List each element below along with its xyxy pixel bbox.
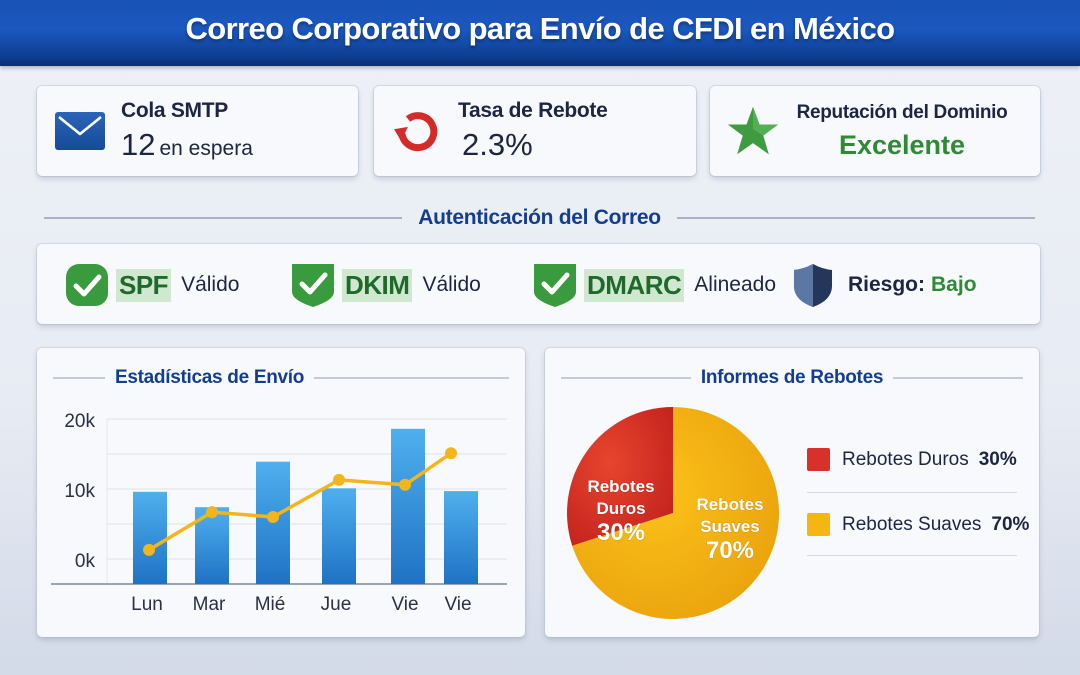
y-tick-label: 20k xyxy=(64,411,95,432)
pie-label: 70% xyxy=(706,537,754,564)
kpi-label: Cola SMTP xyxy=(121,99,228,122)
x-tick-label: Vie xyxy=(391,594,418,615)
risk-label: Riesgo: xyxy=(848,273,926,296)
auth-item-risk: Riesgo: Bajo xyxy=(790,262,977,308)
auth-item-spf: SPF Válido xyxy=(64,262,239,308)
shipping-stats-panel: Estadísticas de Envío 20k 10k 0k Lun Mar Mié J… xyxy=(37,348,525,637)
chart-bar xyxy=(444,491,478,584)
auth-state: Válido xyxy=(422,273,481,296)
refresh-icon xyxy=(390,104,444,158)
shield-icon xyxy=(794,264,832,307)
y-tick-label: 0k xyxy=(75,551,96,572)
shipping-stats-chart: 20k 10k 0k Lun Mar Mié Jue Vie Vie xyxy=(51,411,507,615)
pie-label: 30% xyxy=(597,519,645,546)
kpi-status: Excelente xyxy=(838,129,966,160)
pie-label: Rebotes xyxy=(587,477,654,496)
y-tick-label: 10k xyxy=(64,481,95,502)
kpi-value: 2.3% xyxy=(462,127,533,162)
line-point xyxy=(143,543,155,556)
page-title: Correo Corporativo para Envío de CFDI en… xyxy=(185,11,895,46)
line-point xyxy=(399,478,411,491)
pie-label: Suaves xyxy=(700,517,760,536)
pie-slice-hard-bounces xyxy=(567,407,673,546)
auth-protocol: SPF xyxy=(116,268,172,302)
auth-protocol: DMARC xyxy=(584,268,685,302)
x-tick-label: Lun xyxy=(131,594,163,615)
legend-label: Rebotes Duros xyxy=(842,448,969,470)
divider xyxy=(314,377,509,379)
divider xyxy=(893,377,1024,379)
auth-item-dkim: DKIM Válido xyxy=(290,262,481,308)
auth-section-heading: Autenticación del Correo xyxy=(44,203,1036,233)
check-shield-icon xyxy=(292,264,334,307)
x-tick-label: Jue xyxy=(321,594,352,615)
kpi-smtp-queue-card: Cola SMTP 12 en espera xyxy=(37,86,358,176)
divider xyxy=(53,377,105,379)
chart-bar xyxy=(133,491,167,584)
line-point xyxy=(445,447,457,460)
line-point xyxy=(267,511,279,523)
chart-bar xyxy=(322,488,356,584)
legend-value: 70% xyxy=(991,513,1030,535)
legend-item-soft-bounces: Rebotes Suaves 70% xyxy=(807,513,1029,536)
pie-label: Duros xyxy=(596,499,645,518)
chart-bar xyxy=(391,428,425,584)
line-point xyxy=(333,473,345,486)
divider xyxy=(807,492,1017,493)
legend-item-hard-bounces: Rebotes Duros 30% xyxy=(807,448,1017,471)
x-tick-label: Mié xyxy=(255,594,286,615)
legend-label: Rebotes Suaves xyxy=(842,513,982,535)
line-point xyxy=(206,506,218,519)
legend-swatch xyxy=(807,448,830,471)
kpi-label: Tasa de Rebote xyxy=(458,99,608,122)
kpi-bounce-rate-card: Tasa de Rebote 2.3% xyxy=(374,86,696,176)
divider xyxy=(807,555,1017,556)
x-tick-label: Vie xyxy=(444,594,471,615)
auth-state: Válido xyxy=(181,273,240,296)
kpi-value: 12 xyxy=(121,127,156,162)
kpi-domain-reputation-card: Reputación del Dominio Excelente xyxy=(710,86,1040,176)
chart-title: Estadísticas de Envío xyxy=(115,367,305,388)
auth-status-bar: SPF Válido DKIM Válido DMARC Alineado Ri… xyxy=(37,244,1040,324)
envelope-icon xyxy=(53,104,107,158)
star-icon xyxy=(726,104,780,158)
check-badge-icon xyxy=(66,264,108,306)
auth-section-title: Autenticación del Correo xyxy=(418,206,661,229)
panel-heading: Estadísticas de Envío xyxy=(53,364,509,392)
legend-swatch xyxy=(807,513,830,536)
legend-value: 30% xyxy=(978,448,1017,470)
pie-label: Rebotes xyxy=(696,495,763,514)
page-header: Correo Corporativo para Envío de CFDI en… xyxy=(0,0,1080,66)
bounce-reports-panel: Informes de Rebotes Rebotes Duros 30% Rebot… xyxy=(545,348,1039,637)
check-shield-icon xyxy=(534,264,576,307)
panel-heading: Informes de Rebotes xyxy=(561,364,1024,392)
kpi-unit: en espera xyxy=(159,137,253,160)
auth-state: Alineado xyxy=(694,273,776,296)
auth-item-dmarc: DMARC Alineado xyxy=(532,262,776,308)
risk-value: Bajo xyxy=(931,273,977,296)
pie-slice-soft-bounces xyxy=(572,407,779,619)
divider xyxy=(44,217,403,219)
divider xyxy=(561,377,691,379)
auth-protocol: DKIM xyxy=(342,268,413,302)
divider xyxy=(676,217,1036,219)
x-tick-label: Mar xyxy=(193,594,226,615)
chart-title: Informes de Rebotes xyxy=(700,367,884,388)
kpi-label: Reputación del Dominio xyxy=(796,101,1008,123)
